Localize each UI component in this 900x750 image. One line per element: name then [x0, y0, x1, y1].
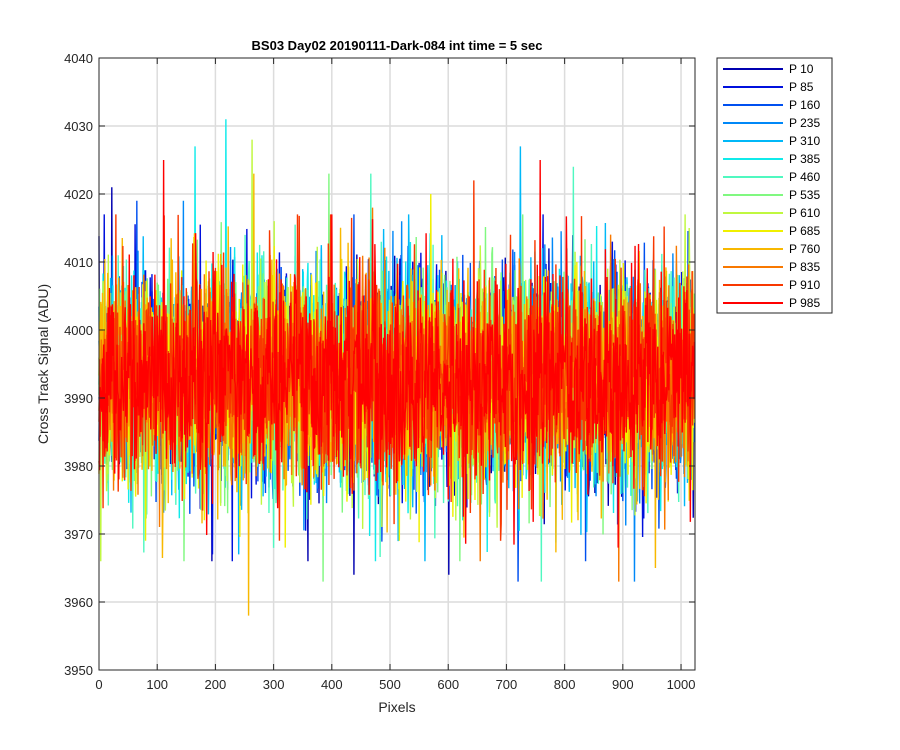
- legend-label: P 385: [789, 152, 820, 166]
- legend-label: P 835: [789, 260, 820, 274]
- legend-box: [716, 57, 833, 314]
- x-tick-label: 100: [146, 677, 168, 692]
- series-line-p985: [98, 159, 696, 548]
- x-tick-label: 1000: [667, 677, 696, 692]
- legend-label: P 310: [789, 134, 820, 148]
- x-tick-label: 800: [554, 677, 576, 692]
- x-tick-label: 0: [95, 677, 102, 692]
- x-tick-label: 700: [496, 677, 518, 692]
- legend-label: P 985: [789, 296, 820, 310]
- y-tick-label: 3970: [64, 527, 93, 542]
- legend-label: P 535: [789, 188, 820, 202]
- legend-label: P 460: [789, 170, 820, 184]
- y-tick-label: 3990: [64, 391, 93, 406]
- legend-label: P 85: [789, 80, 814, 94]
- x-tick-label: 500: [379, 677, 401, 692]
- x-tick-label: 200: [205, 677, 227, 692]
- y-tick-label: 3960: [64, 595, 93, 610]
- x-tick-label: 300: [263, 677, 285, 692]
- legend-label: P 610: [789, 206, 820, 220]
- series-group: [98, 119, 696, 616]
- legend-label: P 685: [789, 224, 820, 238]
- legend-label: P 235: [789, 116, 820, 130]
- x-tick-label: 900: [612, 677, 634, 692]
- legend-label: P 10: [789, 62, 814, 76]
- y-tick-label: 4000: [64, 323, 93, 338]
- legend-label: P 160: [789, 98, 820, 112]
- x-tick-label: 600: [437, 677, 459, 692]
- ticks: 0 100 200 300 400 500 600 700 800 900 1000 3950 3960…: [64, 51, 695, 692]
- x-axis-label: Pixels: [378, 699, 415, 715]
- legend: P 10 P 85 P 160 P 235 P 310 P 385 P 460 P 535 P …: [716, 57, 833, 314]
- y-axis-label: Cross Track Signal (ADU): [35, 284, 51, 444]
- y-tick-label: 4030: [64, 119, 93, 134]
- legend-label: P 760: [789, 242, 820, 256]
- x-tick-label: 400: [321, 677, 343, 692]
- y-tick-label: 4040: [64, 51, 93, 66]
- chart-title: BS03 Day02 20190111-Dark-084 int time = …: [252, 38, 543, 53]
- y-tick-label: 3980: [64, 459, 93, 474]
- plot-frame: [98, 57, 696, 671]
- y-tick-label: 4010: [64, 255, 93, 270]
- legend-label: P 910: [789, 278, 820, 292]
- y-tick-label: 4020: [64, 187, 93, 202]
- y-tick-label: 3950: [64, 663, 93, 678]
